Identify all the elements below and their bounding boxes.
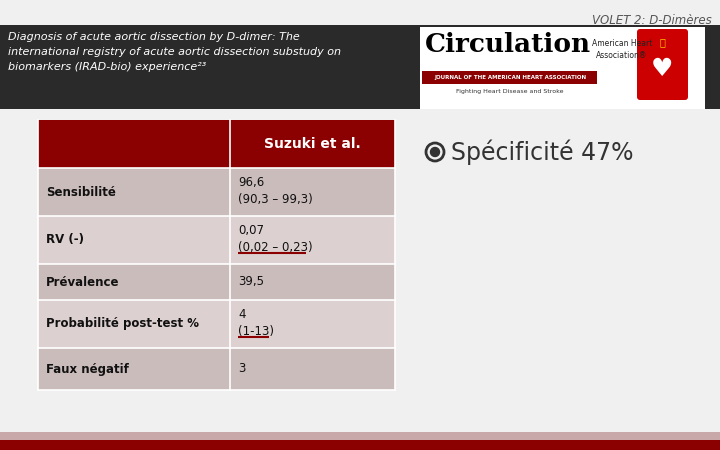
Bar — [38, 216, 395, 264]
Bar — [38, 300, 395, 348]
Bar — [38, 168, 395, 216]
Text: Faux négatif: Faux négatif — [46, 363, 129, 375]
Bar — [38, 348, 395, 390]
Text: (0,02 – 0,23): (0,02 – 0,23) — [238, 241, 312, 254]
Bar — [0, 432, 720, 440]
Text: Sensibilité: Sensibilité — [46, 185, 116, 198]
Text: 0,07: 0,07 — [238, 224, 264, 237]
Text: Spécificité 47%: Spécificité 47% — [451, 139, 634, 165]
Text: 🔥: 🔥 — [659, 37, 665, 47]
Text: 96,6: 96,6 — [238, 176, 264, 189]
Text: international registry of acute aortic dissection substudy on: international registry of acute aortic d… — [8, 47, 341, 57]
Text: VOLET 2: D-Dimères: VOLET 2: D-Dimères — [593, 14, 712, 27]
Text: JOURNAL OF THE AMERICAN HEART ASSOCIATION: JOURNAL OF THE AMERICAN HEART ASSOCIATIO… — [434, 75, 586, 80]
Text: Circulation: Circulation — [425, 32, 591, 57]
Text: American Heart
Association®: American Heart Association® — [592, 39, 652, 60]
Text: biomarkers (IRAD-bio) experience²³: biomarkers (IRAD-bio) experience²³ — [8, 62, 206, 72]
Bar — [422, 71, 597, 84]
Text: RV (-): RV (-) — [46, 234, 84, 247]
Bar — [38, 264, 395, 300]
Text: Fighting Heart Disease and Stroke: Fighting Heart Disease and Stroke — [456, 89, 564, 94]
Text: (1-13): (1-13) — [238, 325, 274, 338]
Text: 39,5: 39,5 — [238, 275, 264, 288]
Bar — [38, 120, 395, 168]
Text: 3: 3 — [238, 363, 246, 375]
Circle shape — [431, 148, 439, 157]
Text: Suzuki et al.: Suzuki et al. — [264, 137, 361, 151]
Text: Probabilité post-test %: Probabilité post-test % — [46, 318, 199, 330]
Bar — [0, 25, 720, 109]
Text: (90,3 – 99,3): (90,3 – 99,3) — [238, 193, 312, 206]
FancyBboxPatch shape — [637, 29, 688, 100]
Bar — [420, 27, 705, 109]
Text: Prévalence: Prévalence — [46, 275, 120, 288]
Text: ♥: ♥ — [651, 57, 673, 81]
Text: 4: 4 — [238, 308, 246, 321]
Bar — [0, 440, 720, 450]
Text: Diagnosis of acute aortic dissection by D-dimer: The: Diagnosis of acute aortic dissection by … — [8, 32, 300, 42]
